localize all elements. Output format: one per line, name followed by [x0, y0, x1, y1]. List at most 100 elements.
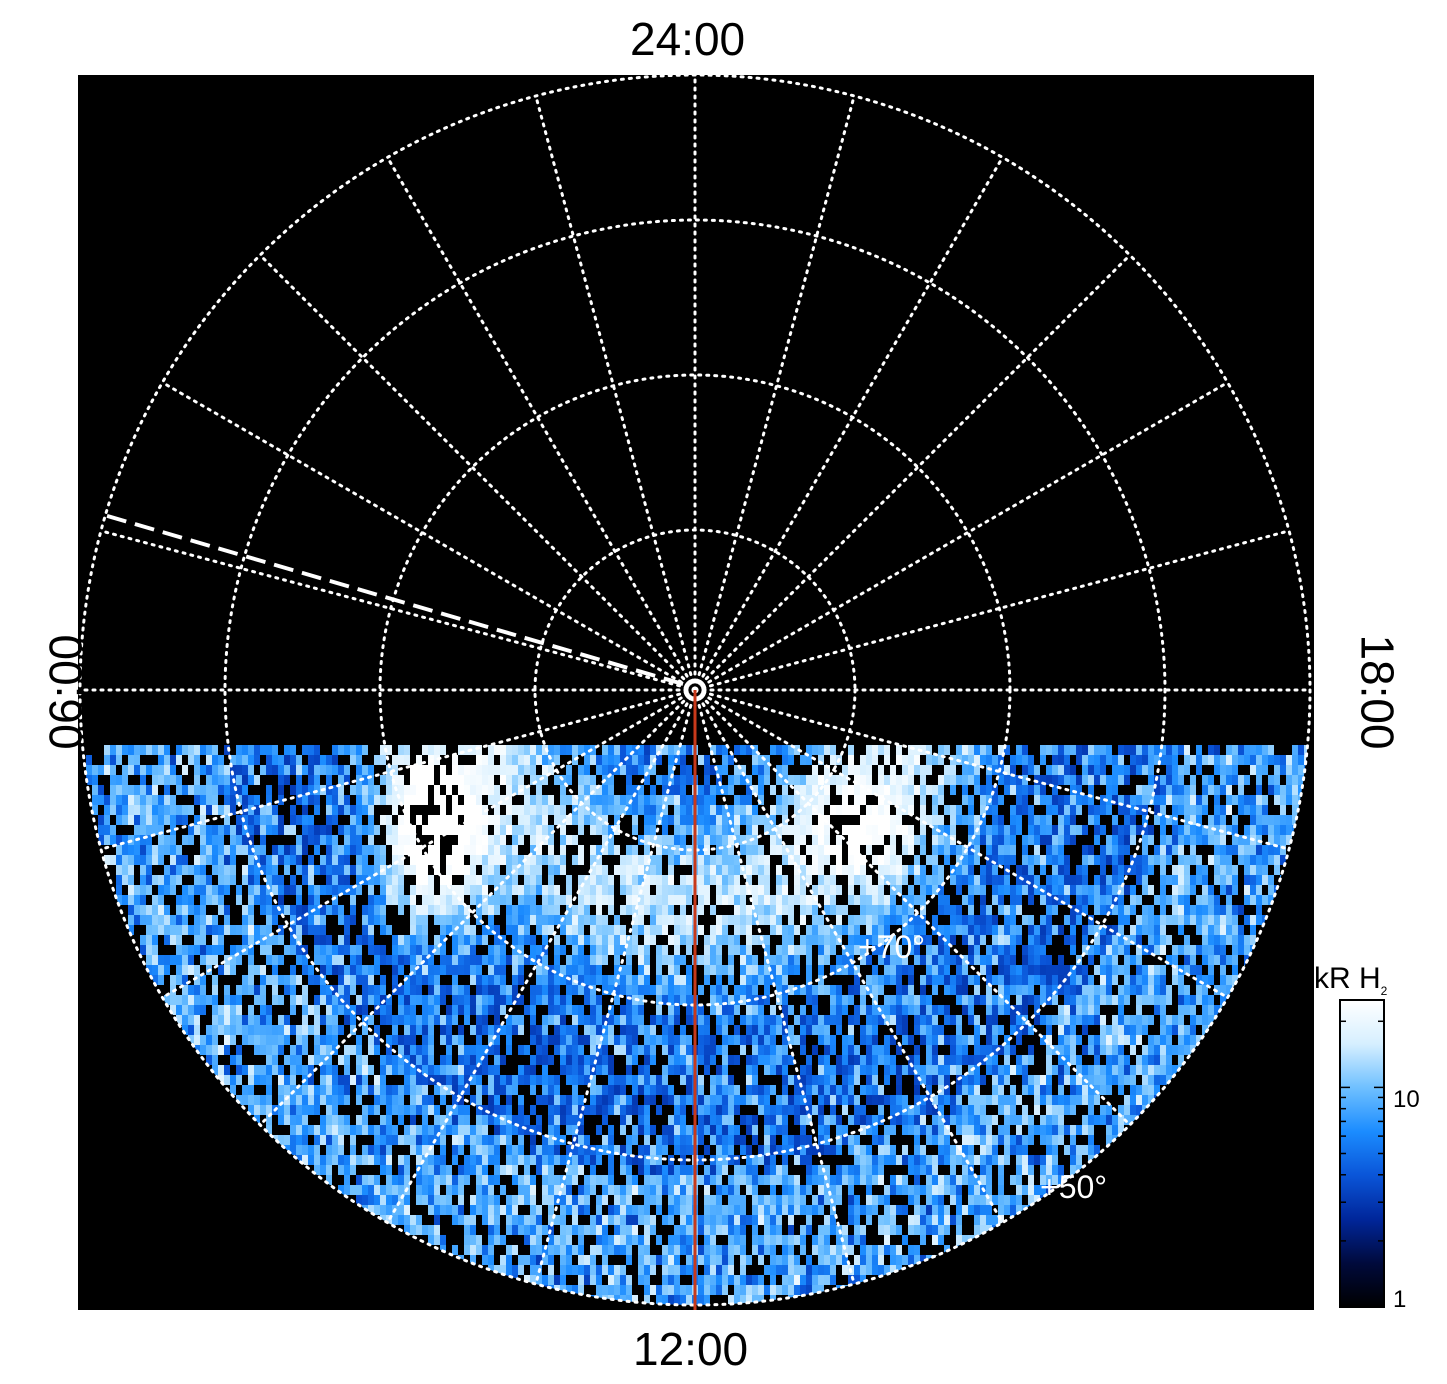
emission-cell	[902, 945, 908, 955]
emission-cell	[602, 865, 608, 875]
emission-cell	[1040, 775, 1046, 785]
emission-cell	[830, 965, 836, 975]
emission-cell	[1208, 755, 1214, 765]
emission-cell	[410, 935, 416, 945]
emission-cell	[992, 785, 998, 795]
emission-cell	[500, 895, 506, 905]
emission-cell	[1184, 845, 1190, 855]
emission-cell	[1274, 865, 1280, 875]
emission-cell	[878, 955, 884, 965]
emission-cell	[428, 815, 434, 825]
emission-cell	[926, 795, 932, 805]
emission-cell	[992, 865, 998, 875]
emission-cell	[746, 745, 752, 755]
emission-cell	[176, 975, 182, 985]
emission-cell	[770, 785, 776, 795]
emission-cell	[320, 775, 326, 785]
emission-cell	[236, 895, 242, 905]
emission-cell	[488, 895, 494, 905]
emission-cell	[734, 885, 740, 895]
emission-cell	[992, 745, 998, 755]
emission-cell	[914, 965, 920, 975]
emission-cell	[650, 925, 656, 935]
emission-cell	[1238, 965, 1244, 975]
emission-cell	[560, 805, 566, 815]
emission-cell	[566, 795, 572, 805]
emission-cell	[1202, 965, 1208, 975]
emission-cell	[308, 815, 314, 825]
emission-cell	[560, 785, 566, 795]
emission-cell	[506, 795, 512, 805]
emission-cell	[740, 875, 746, 885]
emission-cell	[578, 985, 584, 995]
emission-cell	[266, 945, 272, 955]
emission-cell	[110, 785, 116, 795]
emission-cell	[632, 865, 638, 875]
emission-cell	[1112, 925, 1118, 935]
emission-cell	[944, 905, 950, 915]
emission-cell	[182, 885, 188, 895]
emission-cell	[350, 805, 356, 815]
emission-cell	[494, 875, 500, 885]
emission-cell	[764, 905, 770, 915]
emission-cell	[944, 885, 950, 895]
emission-cell	[1280, 765, 1286, 775]
emission-cell	[1166, 925, 1172, 935]
emission-cell	[704, 795, 710, 805]
emission-cell	[1058, 985, 1064, 995]
emission-cell	[944, 945, 950, 955]
emission-cell	[296, 865, 302, 875]
emission-cell	[920, 935, 926, 945]
emission-cell	[884, 765, 890, 775]
emission-cell	[1184, 955, 1190, 965]
emission-cell	[1202, 975, 1208, 985]
emission-cell	[770, 995, 776, 1005]
emission-cell	[158, 925, 164, 935]
emission-cell	[782, 905, 788, 915]
emission-cell	[1160, 985, 1166, 995]
emission-cell	[1214, 955, 1220, 965]
emission-cell	[1286, 765, 1292, 775]
emission-cell	[1088, 955, 1094, 965]
emission-cell	[1208, 835, 1214, 845]
emission-cell	[152, 775, 158, 785]
emission-cell	[1136, 825, 1142, 835]
emission-cell	[446, 955, 452, 965]
emission-cell	[176, 915, 182, 925]
emission-cell	[206, 785, 212, 795]
emission-cell	[482, 835, 488, 845]
emission-cell	[452, 765, 458, 775]
emission-cell	[1184, 895, 1190, 905]
emission-cell	[554, 865, 560, 875]
emission-cell	[578, 755, 584, 765]
emission-cell	[314, 945, 320, 955]
emission-cell	[380, 875, 386, 885]
emission-cell	[128, 895, 134, 905]
emission-cell	[170, 995, 176, 1005]
emission-cell	[1214, 825, 1220, 835]
emission-cell	[1034, 795, 1040, 805]
emission-cell	[446, 765, 452, 775]
emission-cell	[338, 855, 344, 865]
emission-cell	[404, 805, 410, 815]
emission-cell	[1100, 855, 1106, 865]
emission-cell	[1136, 935, 1142, 945]
emission-cell	[386, 865, 392, 875]
emission-cell	[338, 835, 344, 845]
emission-cell	[1274, 855, 1280, 865]
emission-cell	[746, 985, 752, 995]
emission-cell	[596, 945, 602, 955]
emission-cell	[920, 965, 926, 975]
emission-cell	[404, 795, 410, 805]
emission-cell	[1010, 915, 1016, 925]
emission-cell	[680, 905, 686, 915]
emission-cell	[1268, 815, 1274, 825]
emission-cell	[1202, 755, 1208, 765]
emission-cell	[254, 775, 260, 785]
emission-cell	[578, 975, 584, 985]
emission-cell	[596, 925, 602, 935]
emission-cell	[740, 815, 746, 825]
emission-cell	[716, 865, 722, 875]
emission-cell	[1022, 845, 1028, 855]
emission-cell	[806, 765, 812, 775]
